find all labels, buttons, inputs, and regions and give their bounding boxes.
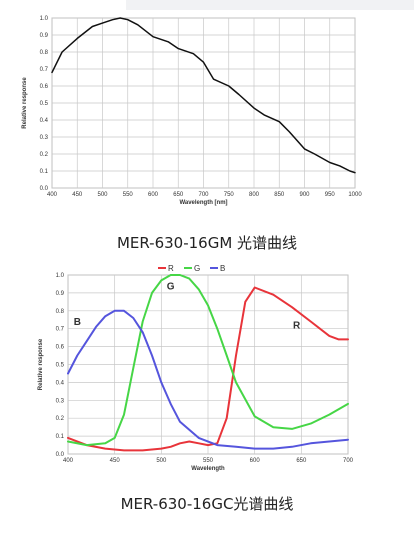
y-tick-label: 0.1	[56, 434, 65, 440]
x-tick-label: 500	[97, 192, 108, 198]
y-tick-label: 0.0	[40, 186, 49, 192]
y-tick-label: 1.0	[40, 16, 49, 22]
y-tick-label: 0.6	[40, 84, 49, 90]
x-tick-label: 900	[299, 192, 310, 198]
x-axis-label: Wavelength	[191, 466, 225, 472]
legend-label-b: B	[220, 264, 225, 273]
y-tick-label: 0.6	[56, 345, 65, 351]
legend-label-r: R	[168, 264, 174, 273]
x-tick-label: 1000	[348, 192, 362, 198]
y-tick-label: 0.3	[40, 135, 49, 141]
x-tick-label: 800	[249, 192, 260, 198]
y-tick-label: 0.7	[56, 327, 65, 333]
y-tick-label: 0.4	[56, 380, 65, 386]
y-tick-label: 1.0	[56, 273, 65, 279]
color-spectral-chart: 400 450 500 550 600 650 700 0.0 0.1 0.2 0.3 0.4 0.5 0…	[38, 264, 354, 472]
y-tick-label: 0.8	[40, 50, 49, 56]
x-tick-label: 450	[110, 458, 121, 464]
y-tick-label: 0.5	[56, 363, 65, 369]
x-tick-label: 450	[72, 192, 83, 198]
y-axis-label: Relative response	[22, 77, 28, 129]
x-tick-label: 950	[325, 192, 336, 198]
series-line-g	[67, 274, 349, 447]
x-tick-label: 850	[274, 192, 285, 198]
x-tick-label: 750	[224, 192, 235, 198]
series-line-b	[67, 309, 349, 450]
y-tick-label: 0.9	[56, 291, 65, 297]
y-tick-label: 0.9	[40, 33, 49, 39]
x-tick-label: 550	[203, 458, 214, 464]
legend-label-g: G	[194, 264, 200, 273]
y-tick-label: 0.0	[56, 452, 65, 458]
y-tick-label: 0.3	[56, 398, 65, 404]
curve-label-b: B	[74, 317, 81, 328]
x-axis-label: Wavelength [nm]	[179, 200, 227, 206]
x-tick-label: 650	[296, 458, 307, 464]
curve-label-g: G	[167, 281, 175, 292]
x-tick-label: 400	[63, 458, 74, 464]
y-axis-label: Relative response	[38, 338, 44, 390]
series-line-1	[51, 17, 356, 174]
mono-spectral-chart: 400 450 500 550 600 650 700 750 800 850 900 950 1000…	[22, 16, 362, 206]
y-tick-label: 0.8	[56, 309, 65, 315]
y-tick-label: 0.5	[40, 101, 49, 107]
mono-caption: MER-630-16GM 光谱曲线	[116, 234, 298, 252]
gridlines	[51, 17, 356, 189]
y-tick-label: 0.2	[56, 416, 65, 422]
y-tick-label: 0.7	[40, 67, 49, 73]
x-tick-label: 500	[156, 458, 167, 464]
y-tick-label: 0.2	[40, 152, 49, 158]
y-tick-label: 0.4	[40, 118, 49, 124]
color-caption: MER-630-16GC光谱曲线	[120, 495, 294, 513]
x-tick-label: 700	[198, 192, 209, 198]
top-strip	[126, 0, 414, 10]
x-tick-label: 600	[148, 192, 159, 198]
y-tick-label: 0.1	[40, 169, 49, 175]
curve-label-r: R	[293, 321, 301, 332]
gridlines	[67, 274, 349, 455]
x-tick-label: 400	[47, 192, 58, 198]
x-tick-label: 650	[173, 192, 184, 198]
x-tick-label: 700	[343, 458, 354, 464]
x-tick-label: 550	[123, 192, 134, 198]
x-tick-label: 600	[250, 458, 261, 464]
